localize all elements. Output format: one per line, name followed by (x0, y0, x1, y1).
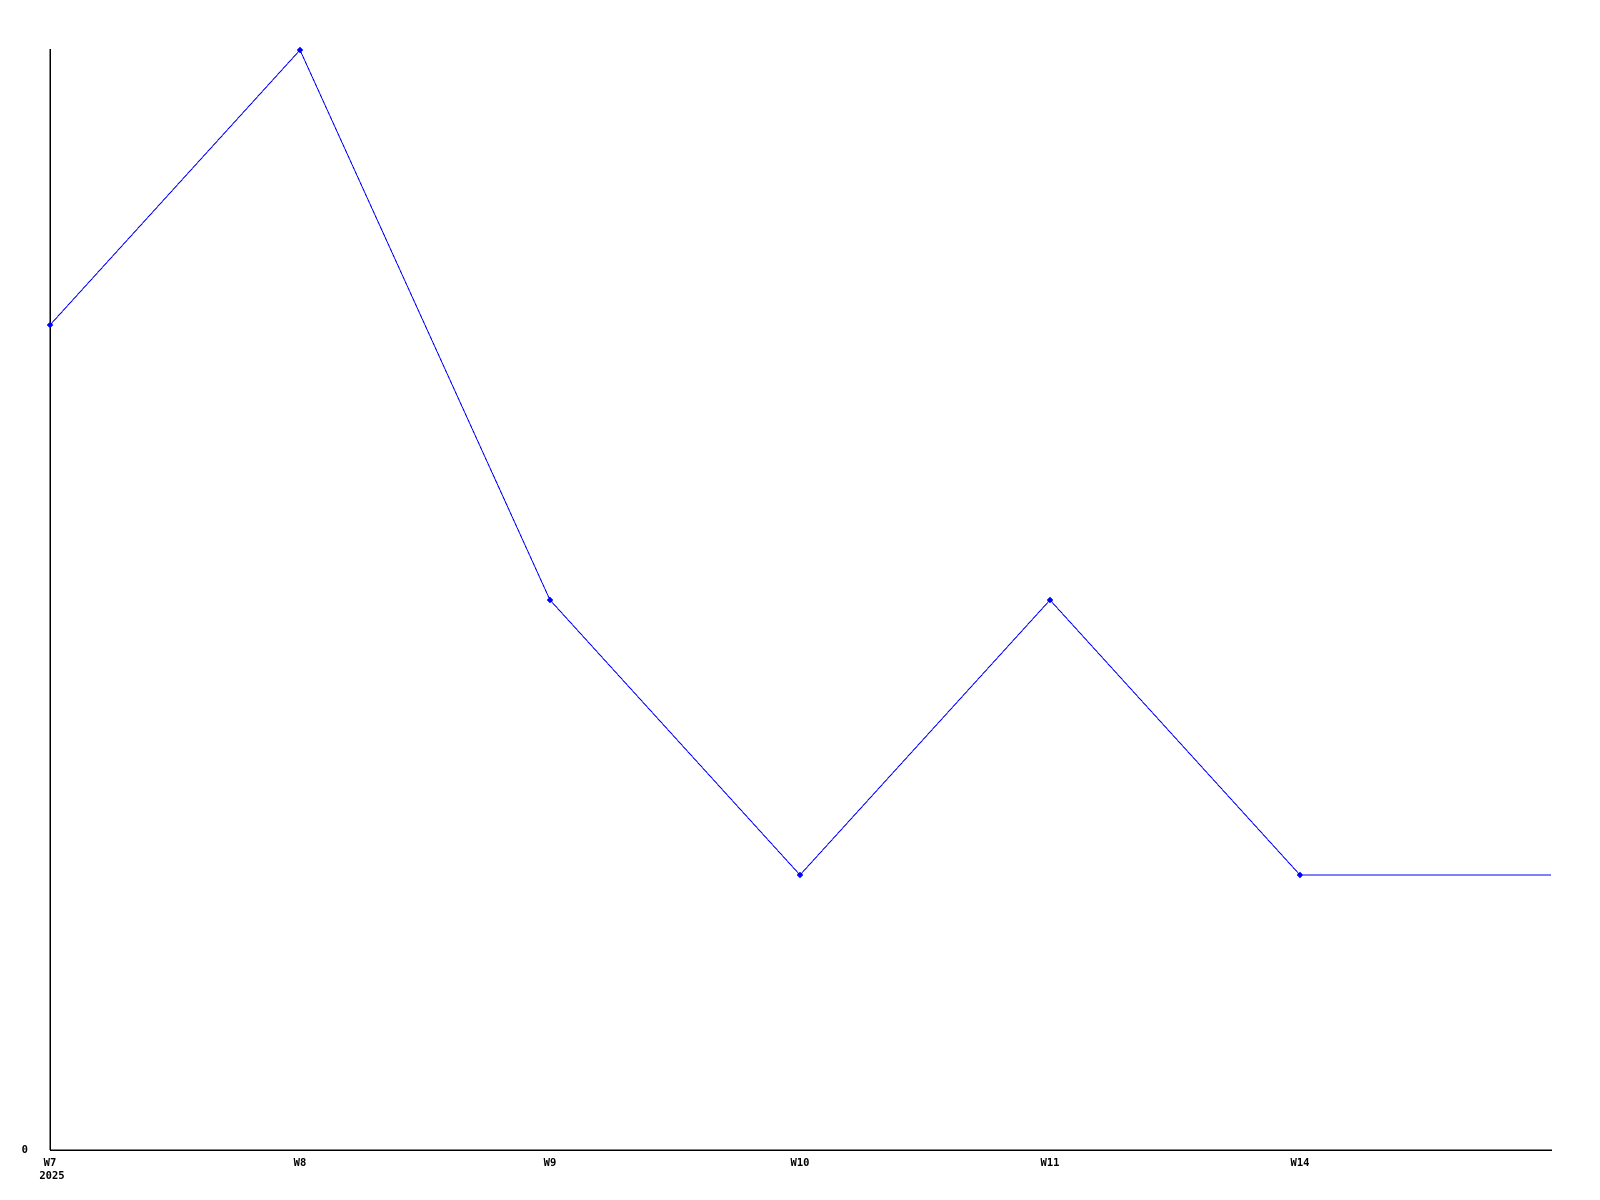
data-point-marker (546, 596, 554, 604)
data-point-marker (796, 871, 804, 879)
data-point-marker (296, 46, 304, 54)
x-tick-label: W11 (1041, 1157, 1060, 1169)
series-line (49, 49, 1551, 876)
x-tick-label: W14 (1291, 1157, 1310, 1169)
data-point-marker (1046, 596, 1054, 604)
data-point-marker (46, 321, 54, 329)
x-tick-label: W8 (294, 1157, 307, 1169)
x-tick-label: W9 (544, 1157, 557, 1169)
x-tick-label: W7 (44, 1157, 57, 1169)
y-tick-label: 0 (22, 1144, 28, 1156)
x-axis-year-label: 2025 (39, 1170, 64, 1182)
x-tick-label: W10 (791, 1157, 810, 1169)
data-point-marker (1296, 871, 1304, 879)
